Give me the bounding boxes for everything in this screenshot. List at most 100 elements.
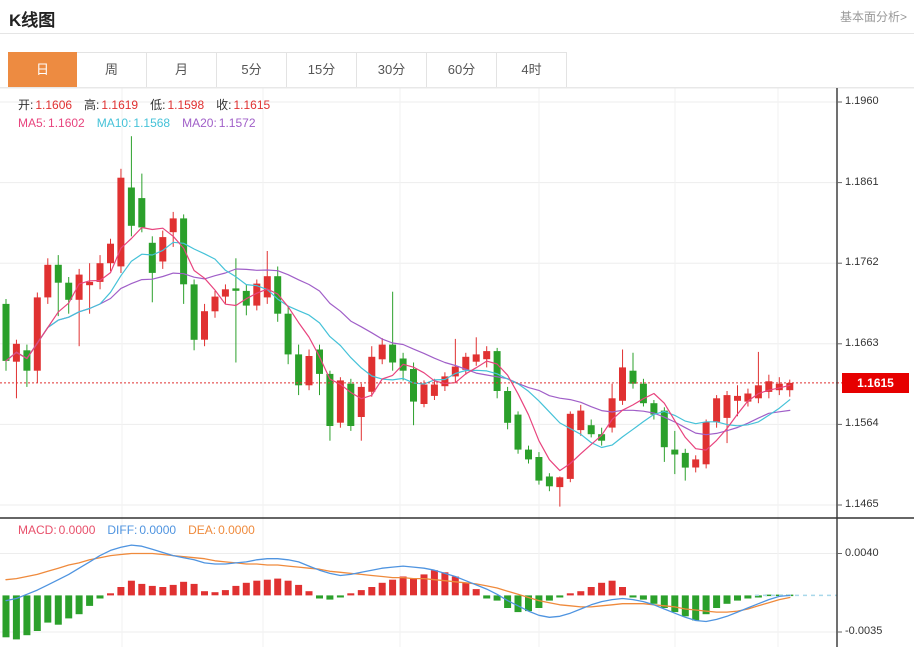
candle-body (472, 354, 480, 362)
candle (326, 370, 334, 441)
candle-body (368, 356, 376, 392)
candle (127, 136, 135, 237)
candle (692, 455, 700, 473)
tab-周[interactable]: 周 (77, 53, 147, 87)
macd-bar (587, 587, 595, 596)
macd-bar (566, 593, 574, 596)
macd-bar (127, 580, 135, 596)
tab-60分[interactable]: 60分 (427, 53, 497, 87)
candle (221, 284, 229, 304)
readout-value: 1.1598 (167, 98, 205, 112)
candle (587, 419, 595, 438)
candle (681, 448, 689, 481)
candle (420, 380, 428, 408)
macd-bar (504, 595, 512, 608)
readout-label: MA10: (96, 116, 132, 130)
macd-bar (159, 587, 167, 596)
ma20-line (5, 268, 791, 436)
tab-月[interactable]: 月 (147, 53, 217, 87)
candle (138, 173, 146, 233)
macd-bar (295, 584, 303, 596)
candle (86, 263, 94, 314)
candle (451, 338, 459, 383)
macd-bar (514, 595, 522, 613)
candle (566, 411, 574, 483)
macd-bar (23, 595, 31, 636)
candle-body (639, 383, 647, 404)
price-tick-label: 1.1960 (845, 95, 879, 107)
macd-bar (117, 587, 125, 596)
macd-bar (232, 585, 240, 596)
candle-body (316, 349, 323, 374)
candle-body (493, 351, 501, 391)
macd-bar (107, 593, 114, 596)
macd-bar (420, 574, 428, 596)
candle-body (556, 477, 564, 488)
candle (702, 419, 710, 469)
macd-bar (12, 595, 20, 640)
candle (525, 445, 532, 464)
tab-4时[interactable]: 4时 (497, 53, 566, 87)
macd-bar (598, 582, 606, 596)
readout-value: 1.1568 (133, 116, 171, 130)
candle-body (504, 391, 512, 423)
macd-bar (326, 595, 334, 600)
candle (378, 338, 386, 365)
candle-body (389, 344, 397, 363)
candle-body (284, 313, 292, 355)
macd-bar (211, 592, 219, 596)
candle (316, 344, 323, 396)
candle (734, 385, 741, 417)
readout-value: 0.0000 (218, 523, 255, 537)
candle-body (441, 376, 449, 387)
readout-label: 高: (84, 98, 100, 112)
candle-body (347, 383, 355, 426)
candle-body (681, 452, 689, 468)
candle-body (765, 381, 773, 392)
macd-bar (410, 578, 417, 596)
macd-bar (368, 587, 376, 596)
candle (598, 427, 606, 446)
tab-15分[interactable]: 15分 (287, 53, 357, 87)
candle-body (786, 382, 794, 391)
candle (211, 290, 219, 318)
ma10-line (5, 241, 791, 449)
candle (545, 473, 553, 492)
candle (295, 344, 303, 396)
macd-bar (169, 584, 177, 596)
candle (201, 303, 208, 347)
tab-日[interactable]: 日 (8, 52, 77, 88)
candle-body (462, 356, 470, 370)
candle-body (378, 344, 386, 360)
candle-body (566, 413, 574, 479)
tab-5分[interactable]: 5分 (217, 53, 287, 87)
macd-bar (86, 595, 94, 606)
candle-body (525, 449, 532, 460)
readout-value: 1.1572 (218, 116, 256, 130)
candle-body (577, 410, 585, 431)
tab-30分[interactable]: 30分 (357, 53, 427, 87)
macd-bar (305, 591, 313, 596)
macd-bar (54, 595, 62, 625)
macd-bar (765, 594, 773, 597)
readout-value: 1.1619 (101, 98, 139, 112)
readout-value: 1.1606 (35, 98, 73, 112)
candle (117, 168, 125, 273)
readout-value: 1.1602 (48, 116, 85, 130)
macd-bar (221, 590, 229, 596)
candle-body (96, 263, 104, 282)
ohlc-readout: 开: 1.1606 高: 1.1619 低: 1.1598 收: 1.1615 (18, 96, 282, 113)
candle-body (65, 282, 73, 300)
candle-body (169, 218, 177, 233)
macd-bar (671, 595, 679, 613)
macd-bar (75, 595, 83, 615)
candle (305, 349, 313, 391)
candle-body (535, 457, 543, 481)
candle (33, 292, 41, 383)
candle (180, 214, 188, 304)
candle-body (2, 303, 10, 361)
candle (765, 374, 773, 399)
fundamental-analysis-link[interactable]: 基本面分析> (839, 10, 907, 24)
